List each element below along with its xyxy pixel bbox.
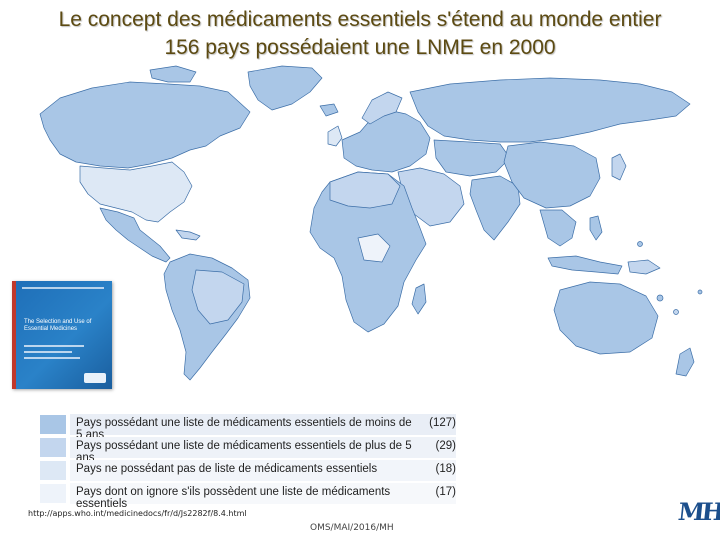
legend-swatch xyxy=(40,461,66,480)
book-title: The Selection and Use of Essential Medic… xyxy=(24,319,92,332)
who-report-cover: The Selection and Use of Essential Medic… xyxy=(12,281,112,389)
png-shape xyxy=(627,259,661,275)
pacific-island-shape xyxy=(697,289,703,295)
map-legend: Pays possédant une liste de médicaments … xyxy=(40,413,460,510)
uk-shape xyxy=(327,125,343,147)
china-shape xyxy=(503,141,601,209)
legend-count: (127) xyxy=(429,417,456,429)
russia-shape xyxy=(409,77,691,143)
philippines-shape xyxy=(589,215,603,241)
legend-item: Pays possédant une liste de médicaments … xyxy=(40,436,460,464)
legend-swatch xyxy=(40,438,66,457)
legend-swatch xyxy=(40,484,66,503)
legend-item: Pays possédant une liste de médicaments … xyxy=(40,413,460,441)
japan-shape xyxy=(611,153,627,181)
india-shape xyxy=(469,175,521,241)
mh-logo-icon: MH xyxy=(676,497,720,526)
arctic-islands-shape xyxy=(149,65,197,83)
legend-item: Pays ne possédant pas de liste de médica… xyxy=(40,459,460,482)
pacific-island-shape xyxy=(673,309,679,315)
legend-count: (17) xyxy=(435,486,456,498)
slide-title: Le concept des médicaments essentiels s'… xyxy=(58,8,662,31)
legend-count: (18) xyxy=(435,463,456,475)
central-africa-unknown-shape xyxy=(357,233,391,263)
pacific-island-shape xyxy=(656,294,664,302)
pacific-island-shape xyxy=(637,241,643,247)
greenland-shape xyxy=(247,65,323,111)
australia-shape xyxy=(553,281,659,355)
iceland-shape xyxy=(319,103,339,117)
slide-subtitle: 156 pays possédaient une LNME en 2000 xyxy=(164,36,556,59)
canada-shape xyxy=(39,81,251,169)
europe-shape xyxy=(341,109,431,173)
usa-shape xyxy=(79,161,193,223)
legend-item: Pays dont on ignore s'ils possèdent une … xyxy=(40,482,460,510)
mexico-shape xyxy=(99,207,171,263)
brazil-shape xyxy=(191,269,245,325)
legend-count: (29) xyxy=(435,440,456,452)
source-url[interactable]: http://apps.who.int/medicinedocs/fr/d/Js… xyxy=(28,509,247,518)
legend-label: Pays dont on ignore s'ils possèdent une … xyxy=(76,486,391,510)
indonesia-shape xyxy=(547,255,623,275)
legend-swatch xyxy=(40,415,66,434)
central-asia-shape xyxy=(433,139,511,177)
madagascar-shape xyxy=(411,283,427,315)
scandinavia-shape xyxy=(361,91,403,125)
who-logo-icon xyxy=(84,373,106,383)
caribbean-shape xyxy=(175,229,201,241)
southeast-asia-shape xyxy=(539,209,577,247)
north-africa-shape xyxy=(329,171,401,209)
legend-label: Pays ne possédant pas de liste de médica… xyxy=(76,463,378,475)
world-map xyxy=(39,65,703,381)
new-zealand-shape xyxy=(675,347,695,377)
footer-credit: OMS/MAI/2016/MH xyxy=(310,523,394,533)
